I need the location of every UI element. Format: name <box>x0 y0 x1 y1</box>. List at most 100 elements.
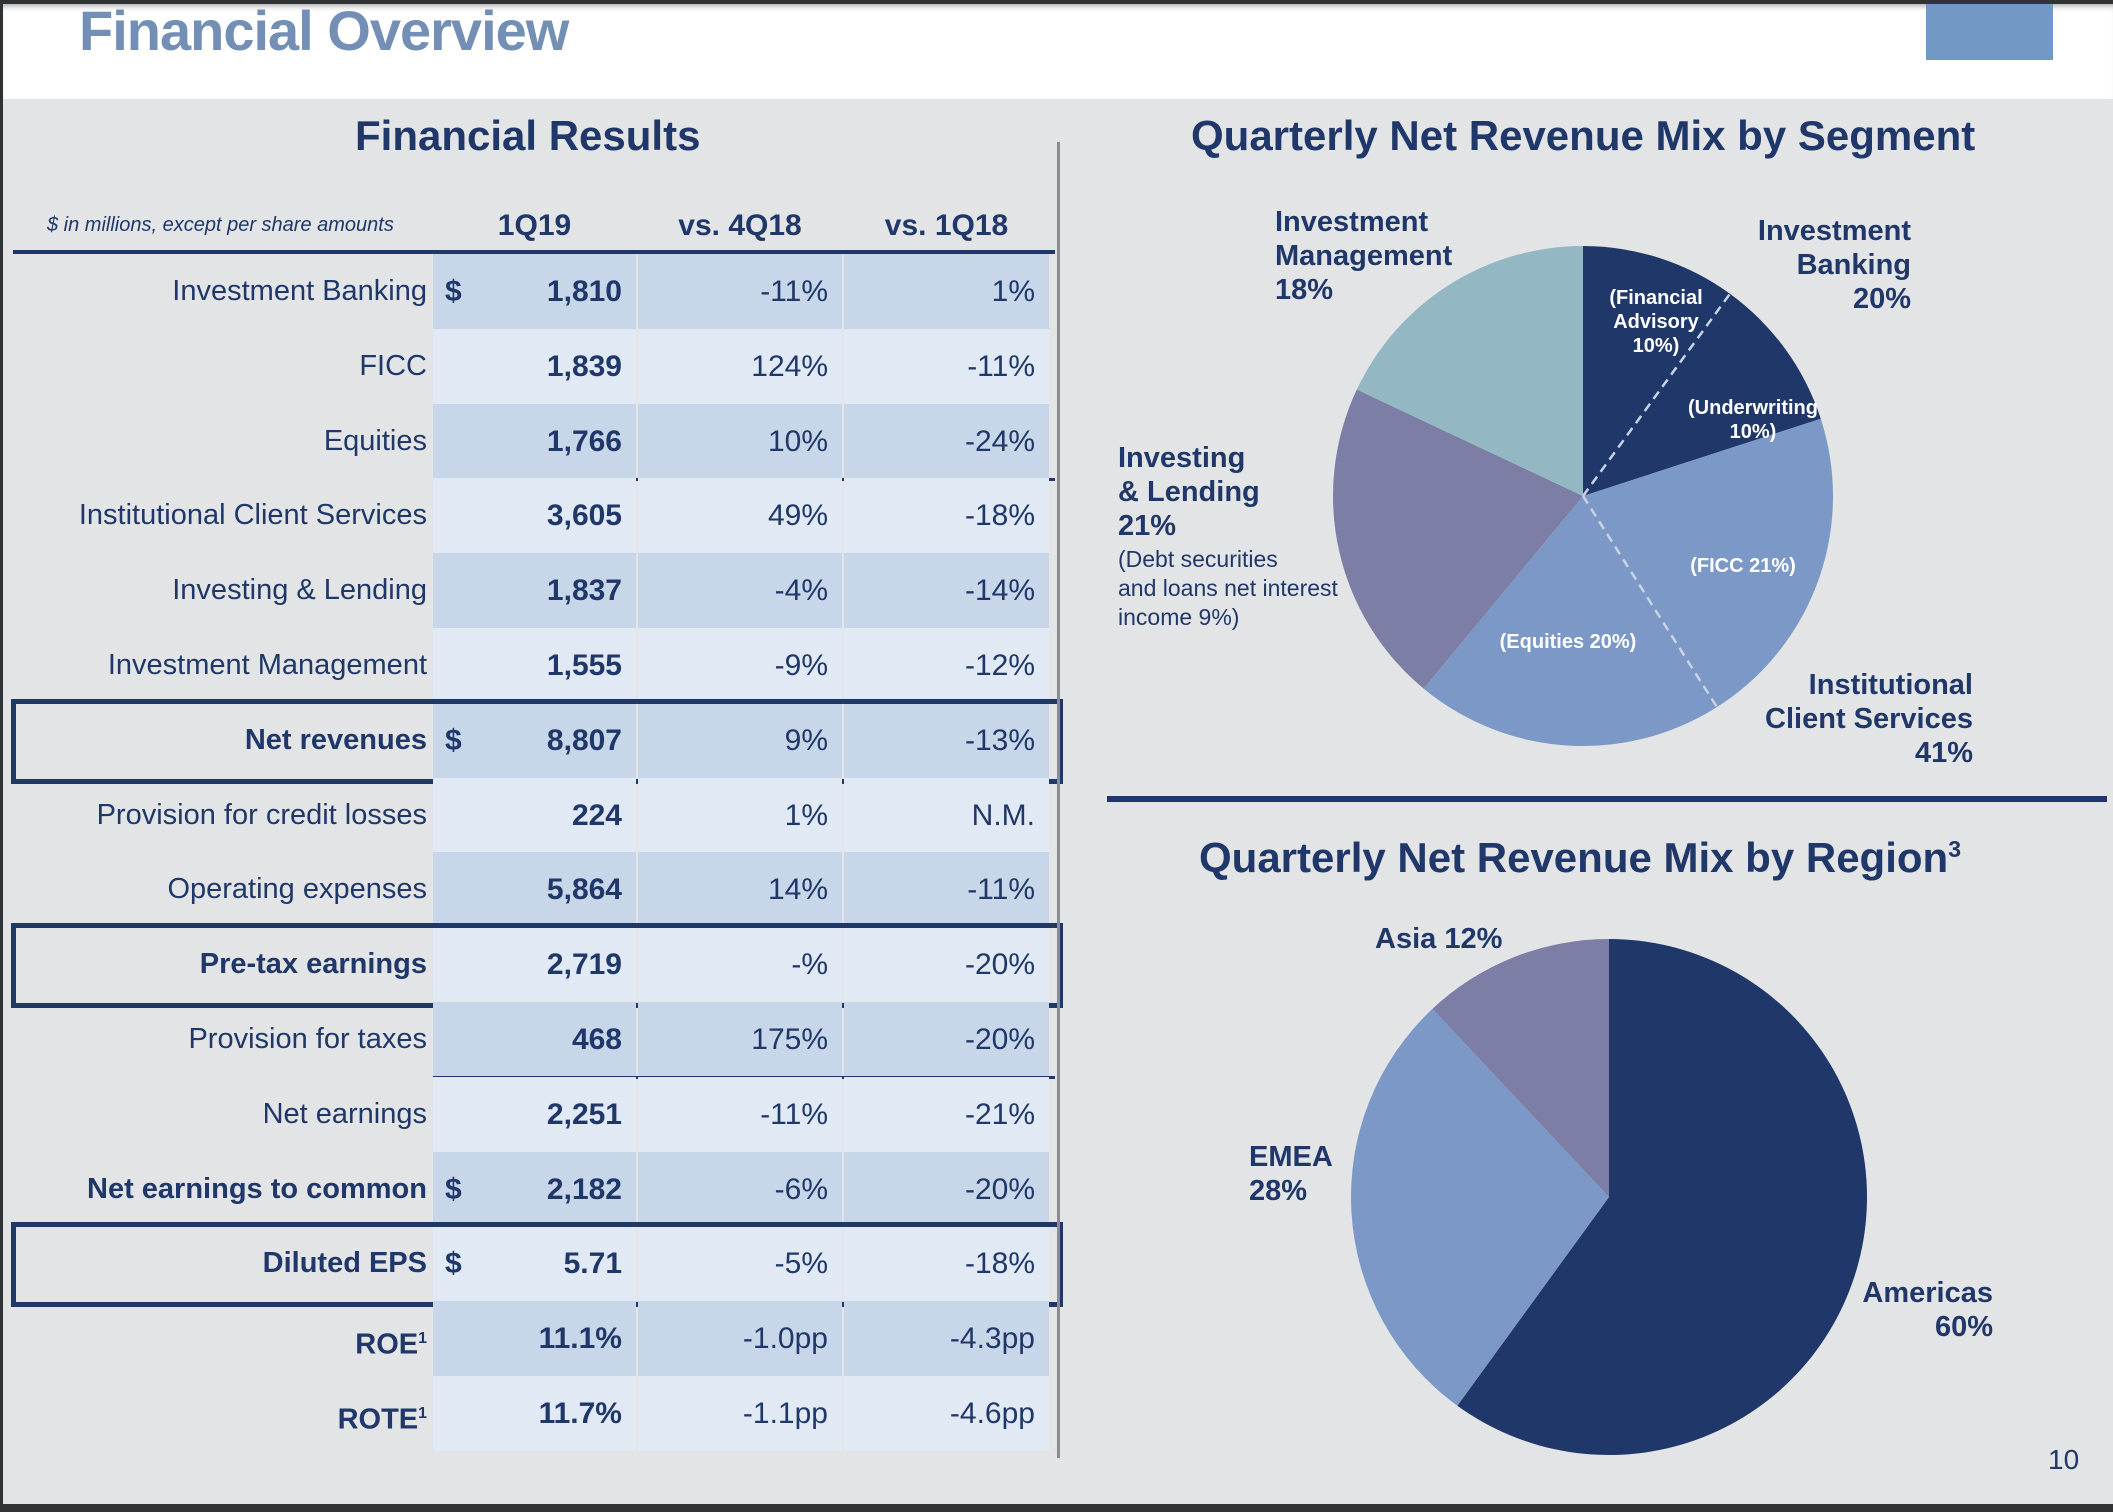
cell-1q19: 1,766 <box>433 403 636 479</box>
cell-1q19: 1,837 <box>433 553 636 629</box>
cell-vs-4q18: 14% <box>638 852 842 928</box>
row-label: Investment Banking <box>172 254 427 329</box>
cell-vs-1q18: -13% <box>844 702 1049 778</box>
row-label: Net revenues <box>245 703 427 778</box>
column-header-vs-1q18: vs. 1Q18 <box>884 209 1009 242</box>
table-row: ROTE1 11.7% -1.1pp -4.6pp <box>13 1376 1055 1451</box>
cell-vs-4q18: -1.0pp <box>638 1301 842 1377</box>
cell-vs-4q18: 10% <box>638 403 842 479</box>
cell-vs-1q18: -18% <box>844 478 1049 554</box>
row-label-text: Equities <box>323 424 427 457</box>
cell-vs-4q18: 124% <box>638 328 842 404</box>
value-1q19: 1,839 <box>546 349 622 383</box>
value-1q19: 2,182 <box>546 1172 622 1206</box>
value-vs-4q18: 49% <box>767 499 828 533</box>
sub-segment-divider <box>1581 293 1731 497</box>
row-label-text: Investment Management <box>107 649 427 681</box>
row-label-text: Provision for credit losses <box>96 798 427 831</box>
value-1q19: 224 <box>571 798 622 832</box>
value-vs-1q18: -4.6pp <box>949 1397 1035 1430</box>
value-vs-4q18: -11% <box>760 1097 828 1131</box>
horizontal-divider <box>1107 796 2107 802</box>
currency-symbol: $ <box>445 1247 462 1281</box>
segment-chart-title: Quarterly Net Revenue Mix by Segment <box>1191 112 1976 159</box>
cell-1q19: 5,864 <box>433 852 636 928</box>
cell-vs-1q18: -11% <box>844 852 1049 928</box>
row-label-text: Pre-tax earnings <box>199 948 427 981</box>
row-label-text: Net earnings to common <box>87 1172 427 1205</box>
value-vs-1q18: -24% <box>964 424 1035 458</box>
value-1q19: 3,605 <box>546 499 622 533</box>
value-vs-4q18: -% <box>791 948 828 982</box>
value-1q19: 1,810 <box>546 275 622 308</box>
value-1q19: 1,766 <box>546 424 622 458</box>
value-1q19: 468 <box>571 1023 622 1056</box>
label-investment-management: Investment Management 18% <box>1275 206 1453 306</box>
cell-1q19: 2,251 <box>433 1076 636 1152</box>
cell-vs-4q18: 49% <box>638 478 842 554</box>
label-ficc: (FICC 21%) <box>1690 555 1796 577</box>
row-label-text: FICC <box>359 349 427 382</box>
value-1q19: 2,251 <box>546 1097 622 1131</box>
cell-vs-1q18: -4.3pp <box>844 1301 1049 1377</box>
cell-vs-4q18: -% <box>638 927 842 1003</box>
financial-results-title: Financial Results <box>355 112 701 159</box>
cell-1q19: 11.1% <box>433 1301 636 1377</box>
value-vs-1q18: -11% <box>967 349 1035 383</box>
value-vs-1q18: -12% <box>964 649 1035 682</box>
value-vs-1q18: -20% <box>964 1172 1035 1206</box>
cell-1q19: 224 <box>433 777 636 853</box>
value-vs-1q18: -4.3pp <box>949 1322 1035 1356</box>
label-emea: EMEA 28% <box>1249 1141 1333 1207</box>
table-row: FICC 1,839 124% -11% <box>13 328 1055 404</box>
currency-symbol: $ <box>445 1172 462 1206</box>
row-label-text: Institutional Client Services <box>78 499 427 532</box>
table-row: Provision for taxes 468 175% -20% <box>13 1002 1055 1079</box>
table-row: Equities 1,766 10% -24% <box>13 403 1055 481</box>
cell-1q19: 3,605 <box>433 478 636 554</box>
cell-vs-1q18: -20% <box>844 927 1049 1003</box>
value-vs-4q18: -5% <box>774 1247 828 1281</box>
region-chart-title-text: Quarterly Net Revenue Mix by Region <box>1199 834 1949 881</box>
value-1q19: 2,719 <box>546 948 622 982</box>
value-1q19: 8,807 <box>546 723 622 757</box>
row-label: FICC <box>359 329 427 404</box>
cell-vs-4q18: 1% <box>638 777 842 853</box>
cell-vs-4q18: 9% <box>638 702 842 778</box>
cell-1q19: 468 <box>433 1002 636 1077</box>
region-chart-title: Quarterly Net Revenue Mix by Region3 <box>1199 834 1961 882</box>
cell-vs-4q18: 175% <box>638 1002 842 1077</box>
value-vs-4q18: 10% <box>767 424 828 458</box>
segment-pie-svg <box>1333 246 1834 746</box>
row-label-text: Operating expenses <box>167 873 427 906</box>
row-label: Pre-tax earnings <box>200 927 427 1002</box>
value-vs-4q18: 14% <box>767 873 828 907</box>
row-label-footnote: 1 <box>418 1405 427 1422</box>
value-vs-1q18: 1% <box>991 275 1035 308</box>
cell-vs-1q18: N.M. <box>844 777 1049 853</box>
cell-vs-4q18: -4% <box>638 553 842 629</box>
row-label-text: ROTE <box>337 1403 419 1436</box>
label-financial-advisory: (Financial Advisory 10%) <box>1609 287 1703 357</box>
sub-segment-divider <box>1581 495 1719 708</box>
header-rule <box>13 250 1055 254</box>
table-row: Net earnings to common $2,182 -6% -20% <box>13 1151 1055 1227</box>
currency-symbol: $ <box>445 275 462 308</box>
label-underwriting: (Underwriting 10%) <box>1688 397 1818 443</box>
table-row: Provision for credit losses 224 1% N.M. <box>13 777 1055 853</box>
cell-1q19: $8,807 <box>433 702 636 778</box>
cell-1q19: 1,839 <box>433 328 636 404</box>
row-label: Net earnings to common <box>87 1152 427 1227</box>
region-chart-title-footnote: 3 <box>1948 836 1962 862</box>
value-vs-1q18: N.M. <box>971 798 1035 832</box>
column-header-1q19: 1Q19 <box>497 209 572 242</box>
value-1q19: 11.1% <box>538 1322 622 1356</box>
row-label: Provision for credit losses <box>97 778 427 853</box>
row-label-text: Diluted EPS <box>262 1247 427 1280</box>
note-investing-lending: (Debt securities and loans net interest … <box>1118 546 1338 630</box>
row-label: Investing & Lending <box>172 553 427 628</box>
value-vs-1q18: -20% <box>964 948 1035 982</box>
value-vs-1q18: -18% <box>964 1247 1035 1281</box>
cell-1q19: $1,810 <box>433 254 636 329</box>
table-row: Investment Banking $1,810 -11% 1% <box>13 254 1055 329</box>
